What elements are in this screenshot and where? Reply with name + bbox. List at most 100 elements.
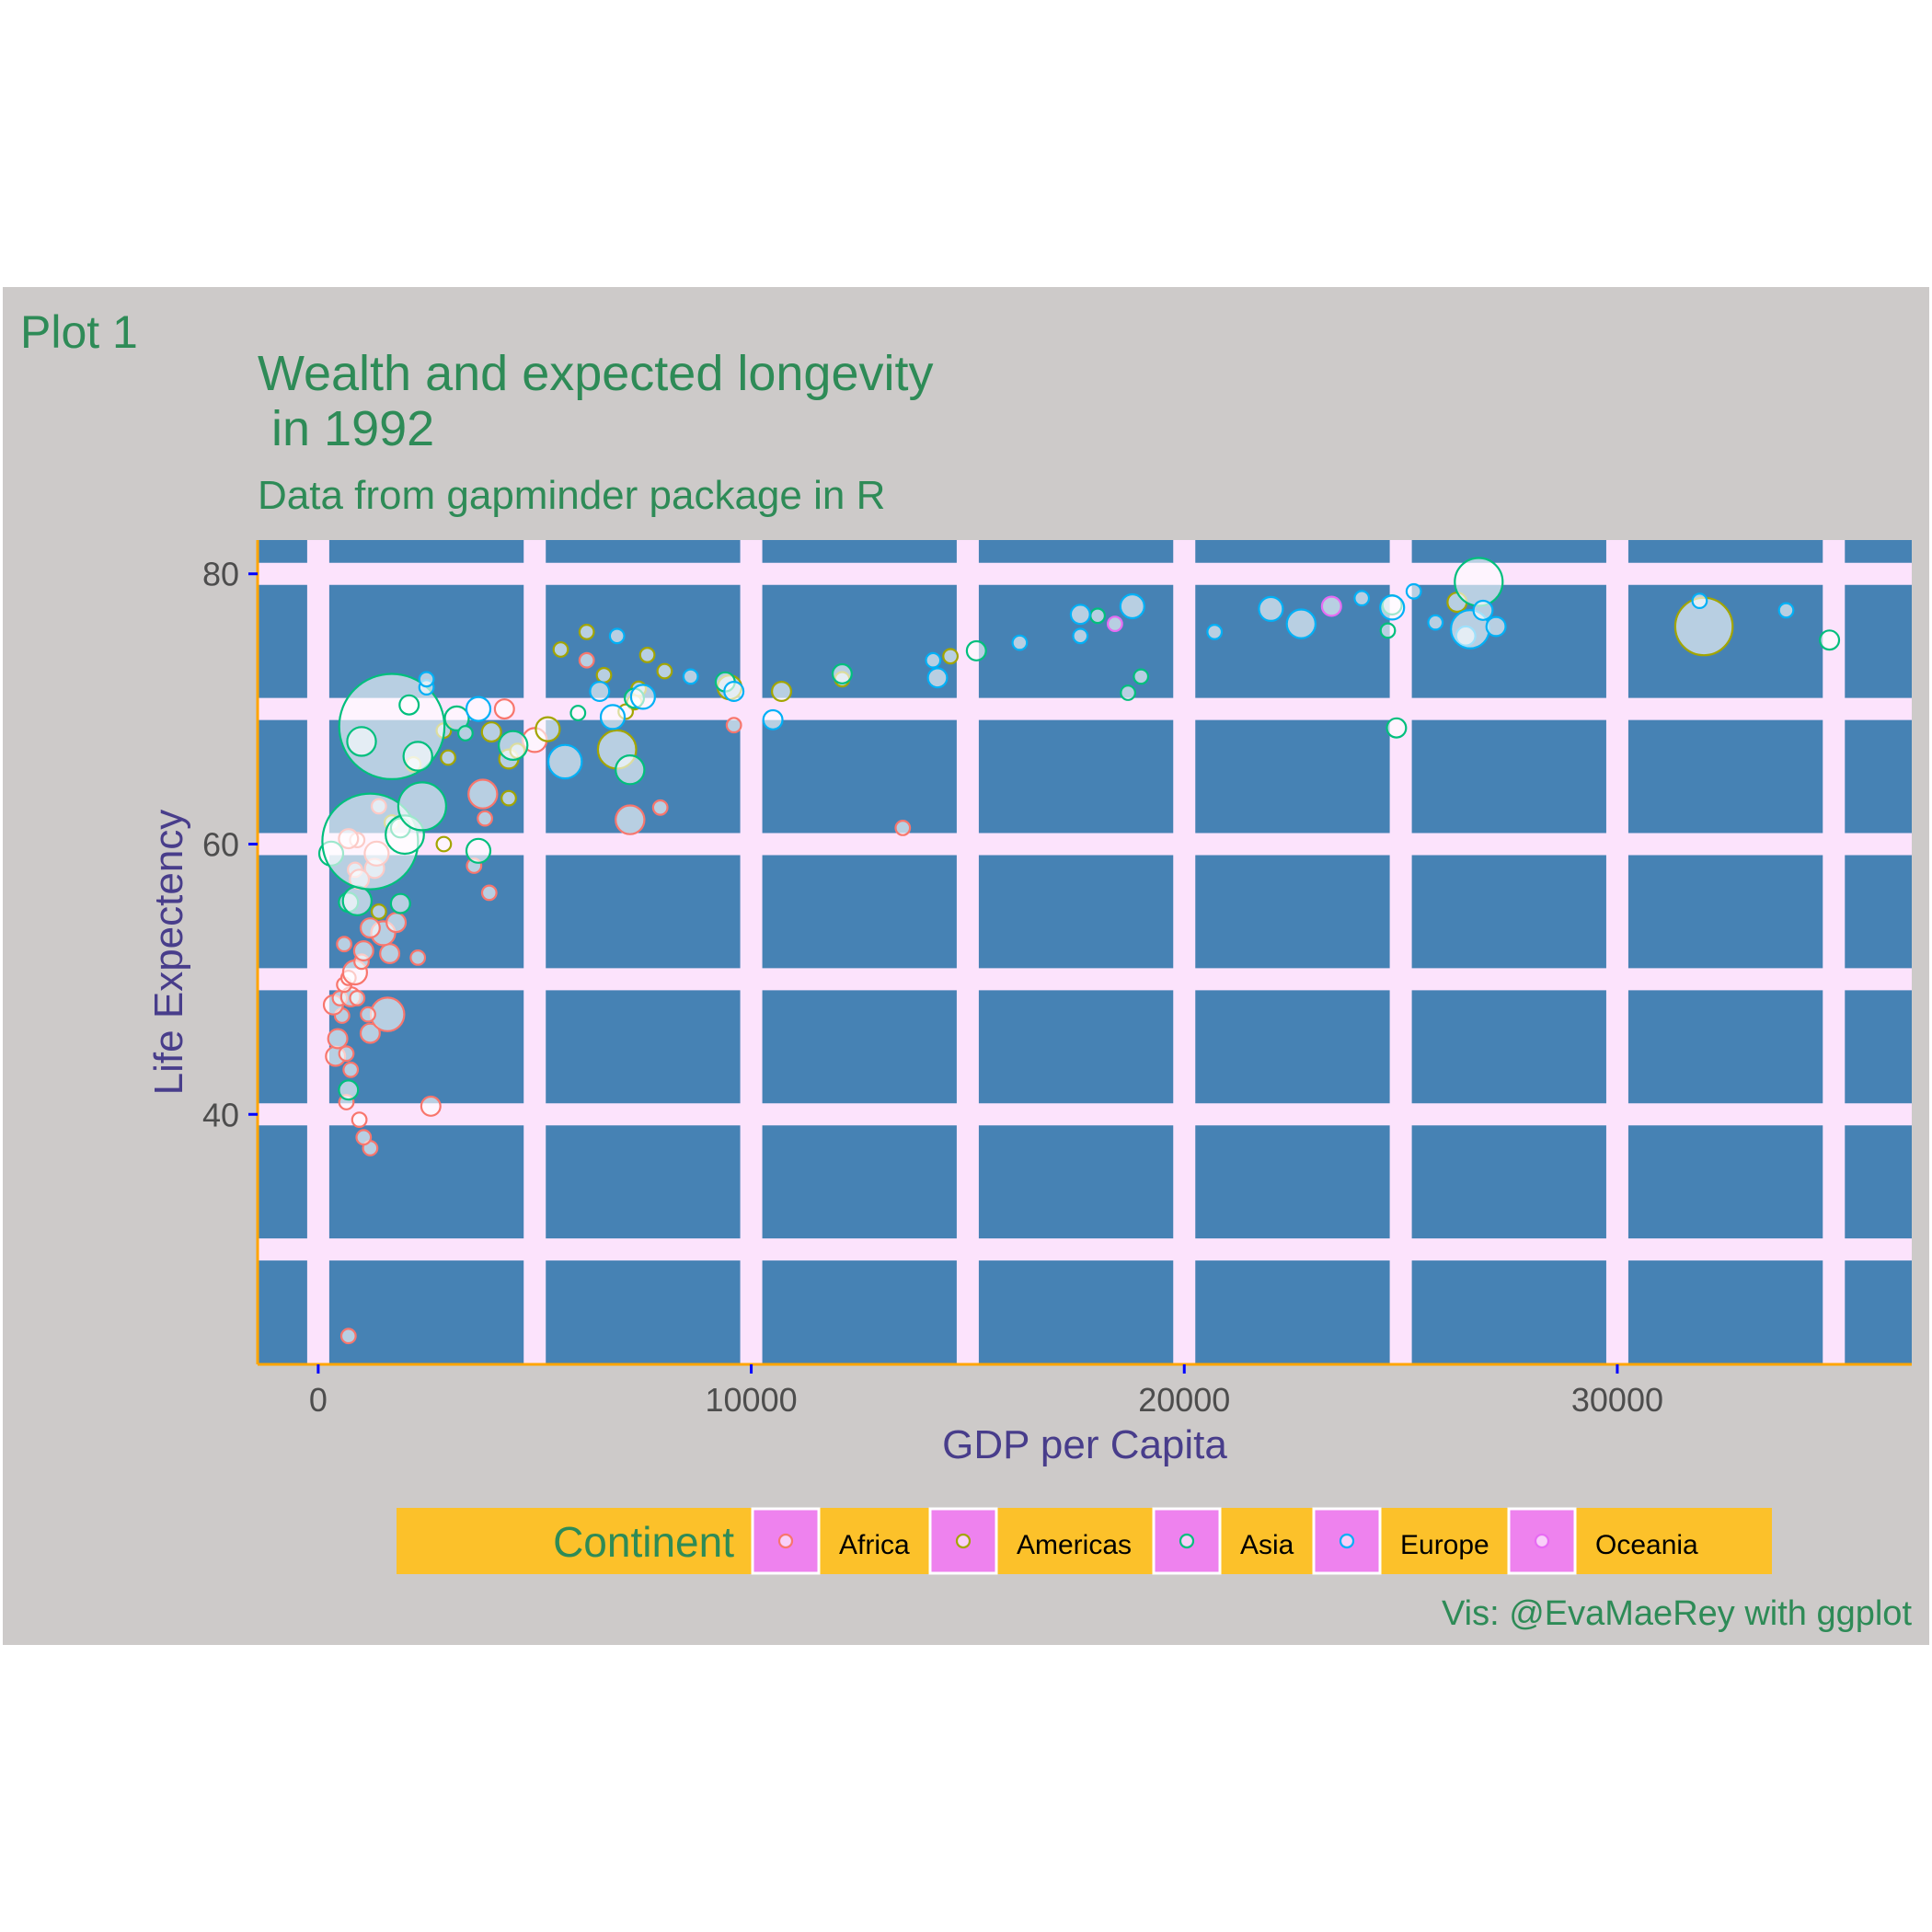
chart-subtitle: Data from gapminder package in R	[258, 473, 885, 518]
point-asia-21	[1089, 607, 1106, 625]
legend-marker-asia	[1179, 1533, 1195, 1549]
point-africa-22	[352, 939, 374, 961]
point-asia-17	[569, 705, 587, 721]
legend-label-oceania: Oceania	[1595, 1530, 1698, 1560]
point-asia-12	[443, 705, 470, 732]
x-axis-title: GDP per Capita	[942, 1422, 1227, 1467]
point-americas-1	[435, 835, 453, 853]
point-europe-12	[926, 667, 949, 689]
point-africa-28	[385, 912, 408, 934]
point-europe-20	[1353, 590, 1371, 607]
legend-label-americas: Americas	[1017, 1530, 1132, 1560]
point-africa-41	[651, 799, 669, 816]
point-europe-13	[1011, 634, 1029, 651]
point-africa-2	[355, 1129, 373, 1146]
x-tick-label-3: 30000	[1571, 1381, 1663, 1419]
point-europe-14	[1069, 604, 1091, 626]
point-americas-9	[500, 789, 517, 807]
legend-marker-oceania	[1534, 1533, 1550, 1549]
point-americas-13	[595, 667, 613, 684]
point-africa-25	[409, 949, 427, 966]
y-tick-label-1: 60	[202, 825, 239, 863]
series-europe	[418, 582, 1795, 780]
point-europe-16	[1119, 592, 1145, 620]
legend-marker-europe	[1339, 1533, 1355, 1549]
point-europe-6	[608, 627, 626, 645]
legend-item-africa: Africa	[751, 1507, 910, 1575]
x-tick-label-1: 10000	[706, 1381, 798, 1419]
point-europe-9	[723, 680, 745, 702]
point-asia-24	[1386, 717, 1408, 739]
series-asia	[317, 557, 1841, 1101]
y-axis-title: Life Expectency	[146, 810, 191, 1096]
point-asia-14	[465, 837, 492, 864]
point-americas-21	[770, 680, 792, 702]
y-tick-label-0: 40	[202, 1096, 239, 1133]
point-europe-23	[1427, 614, 1444, 631]
legend-item-europe: Europe	[1312, 1507, 1489, 1575]
point-asia-10	[389, 892, 411, 914]
point-europe-15	[1072, 627, 1089, 645]
data-points	[317, 557, 1841, 1345]
plot-tag: Plot 1	[20, 306, 138, 358]
point-asia-15	[498, 730, 529, 762]
legend-label-europe: Europe	[1400, 1530, 1489, 1560]
point-asia-5	[346, 726, 377, 757]
point-africa-3	[351, 1111, 368, 1128]
point-europe-5	[599, 704, 627, 730]
legend: Continent Africa Americas Asia Europe Oceani…	[397, 1507, 1772, 1575]
point-europe-4	[589, 680, 611, 702]
point-africa-38	[477, 810, 493, 827]
grid-lines	[258, 540, 1912, 1364]
legend-item-oceania: Oceania	[1507, 1507, 1698, 1575]
point-americas-12	[578, 624, 595, 640]
point-americas-6	[480, 721, 502, 743]
point-americas-19	[656, 662, 673, 680]
point-africa-10	[359, 1022, 381, 1044]
point-africa-5	[420, 1095, 442, 1117]
point-africa-40	[615, 804, 646, 835]
y-tick-label-2: 80	[202, 556, 239, 593]
point-europe-22	[1405, 582, 1422, 600]
point-asia-30	[398, 694, 420, 716]
point-africa-23	[379, 942, 401, 964]
point-americas-10	[535, 716, 561, 742]
point-africa-8	[327, 1028, 349, 1050]
point-asia-19	[831, 662, 853, 684]
point-europe-11	[925, 651, 942, 669]
point-americas-16	[638, 647, 656, 663]
legend-label-africa: Africa	[839, 1530, 910, 1560]
point-africa-24	[336, 936, 353, 953]
legend-title: Continent	[553, 1518, 734, 1566]
point-europe-7	[629, 684, 657, 710]
point-africa-46	[894, 820, 912, 836]
point-asia-22	[1120, 684, 1136, 701]
point-asia-23	[1133, 668, 1150, 685]
x-tick-label-0: 0	[309, 1381, 328, 1419]
x-axis-ticks: 0 10000 20000 30000	[309, 1364, 1663, 1419]
point-africa-44	[493, 698, 515, 720]
point-europe-28	[1691, 592, 1708, 609]
point-americas-23	[942, 648, 959, 665]
chart-title-line-2: in 1992	[258, 401, 434, 456]
point-europe-17	[1206, 624, 1224, 640]
point-asia-8	[397, 781, 447, 832]
point-africa-42	[725, 717, 742, 734]
series-oceania	[1106, 595, 1342, 632]
point-asia-27	[1454, 557, 1504, 607]
point-europe-26	[1472, 599, 1494, 621]
point-africa-39	[467, 778, 499, 810]
legend-item-americas: Americas	[928, 1507, 1132, 1575]
point-europe-18	[1258, 595, 1284, 623]
chart-caption: Vis: @EvaMaeRey with ggplot	[1442, 1594, 1912, 1633]
point-europe-10	[762, 708, 784, 730]
point-europe-29	[1777, 602, 1795, 619]
legend-items: Africa Americas Asia Europe Oceania	[751, 1507, 1698, 1575]
point-europe-27	[1485, 615, 1507, 638]
point-asia-13	[457, 725, 474, 742]
point-europe-21	[1379, 594, 1406, 621]
point-americas-11	[552, 641, 569, 658]
point-oceania-0	[1320, 595, 1342, 617]
point-europe-8	[682, 668, 699, 685]
